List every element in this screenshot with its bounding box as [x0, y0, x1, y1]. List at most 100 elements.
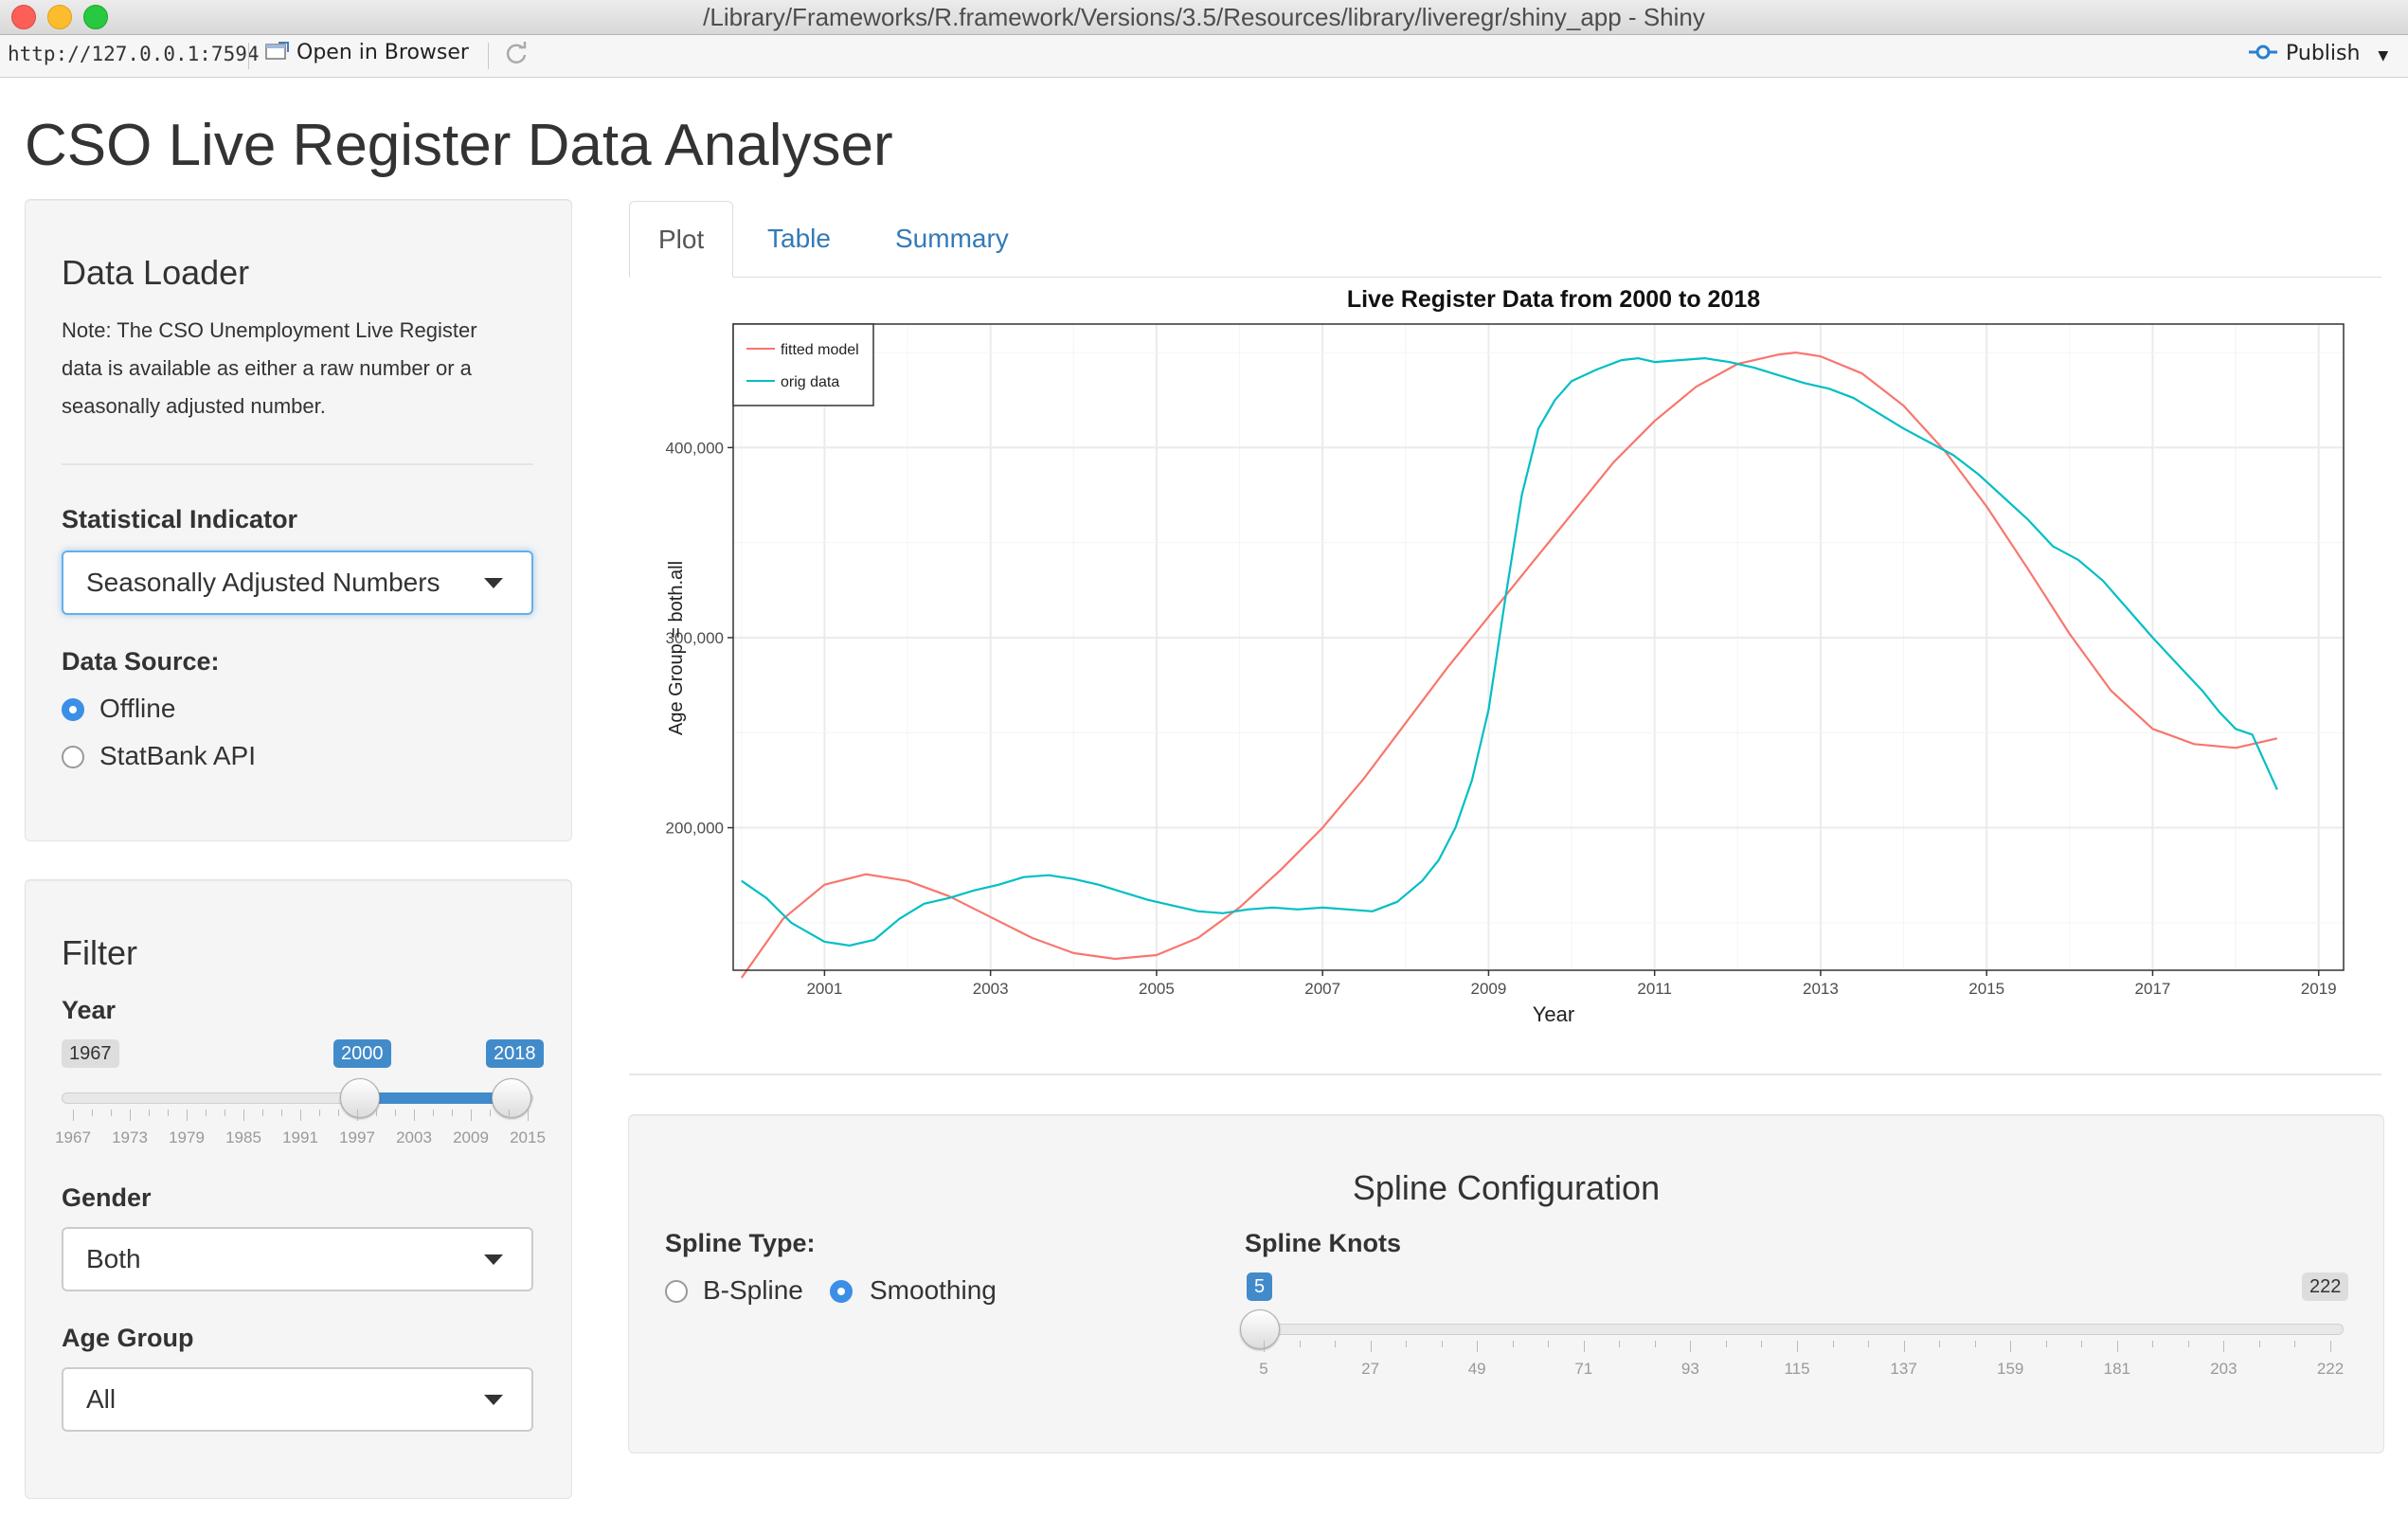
slider-tick: [471, 1110, 472, 1121]
publish-icon: [2249, 45, 2277, 60]
data-loader-title: Data Loader: [62, 253, 250, 292]
slider-tick-label: 1979: [169, 1128, 205, 1146]
slider-tick: [206, 1110, 207, 1116]
divider: [62, 463, 533, 465]
age-group-select[interactable]: All: [62, 1367, 533, 1432]
slider-tick: [92, 1110, 93, 1116]
radio-b-spline-label[interactable]: B-Spline: [703, 1275, 803, 1305]
slider-tick: [187, 1110, 188, 1121]
slider-tick: [168, 1110, 169, 1116]
y-tick-label: 400,000: [666, 439, 724, 457]
toolbar-divider: [488, 43, 489, 69]
year-from-handle[interactable]: [340, 1078, 380, 1118]
chart-legend: fitted model orig data: [732, 323, 874, 406]
browser-icon: [265, 42, 289, 60]
close-window-button[interactable]: [11, 5, 36, 29]
knots-handle[interactable]: [1240, 1309, 1280, 1349]
note-line: seasonally adjusted number.: [62, 394, 326, 418]
gender-select[interactable]: Both: [62, 1227, 533, 1291]
tab-plot[interactable]: Plot: [629, 201, 734, 278]
slider-tick: [1370, 1341, 1372, 1352]
slider-tick: [2223, 1341, 2225, 1352]
open-in-browser-button[interactable]: Open in Browser: [265, 41, 469, 64]
slider-tick: [1335, 1341, 1337, 1347]
radio-statbank-api[interactable]: [62, 746, 84, 768]
knots-slider-track[interactable]: [1245, 1324, 2344, 1335]
tab-table[interactable]: Table: [767, 224, 831, 253]
slider-tick: [2187, 1341, 2189, 1347]
data-source-label: Data Source:: [62, 647, 220, 676]
year-label: Year: [62, 996, 117, 1024]
zoom-window-button[interactable]: [83, 5, 108, 29]
line-chart: Live Register Data from 2000 to 2018 200…: [666, 286, 2345, 1026]
slider-tick-label: 115: [1784, 1360, 1810, 1378]
radio-offline-label[interactable]: Offline: [99, 694, 176, 723]
year-to-handle[interactable]: [492, 1078, 531, 1118]
slider-tick: [1690, 1341, 1692, 1352]
filter-panel: Filter Year 1967 2000 2018 1967 1973 1979 1…: [25, 879, 572, 1499]
slider-tick-label: 2003: [396, 1128, 432, 1146]
gender-value: Both: [86, 1244, 141, 1273]
radio-offline[interactable]: [62, 698, 84, 721]
slider-tick: [2010, 1341, 2012, 1352]
radio-smoothing-label[interactable]: Smoothing: [870, 1275, 997, 1305]
spline-type-label: Spline Type:: [665, 1229, 816, 1257]
open-in-browser-label: Open in Browser: [297, 41, 469, 64]
slider-tick: [395, 1110, 396, 1116]
minimize-window-button[interactable]: [47, 5, 72, 29]
slider-tick: [490, 1110, 491, 1116]
url-display: http://127.0.0.1:7594: [8, 43, 260, 65]
x-tick-label: 2013: [1803, 980, 1839, 998]
data-loader-panel: Data Loader Note: The CSO Unemployment L…: [25, 199, 572, 841]
slider-tick-label: 2009: [453, 1128, 489, 1146]
slider-tick: [433, 1110, 434, 1116]
chevron-down-icon: [484, 578, 503, 588]
statistical-indicator-select[interactable]: Seasonally Adjusted Numbers: [62, 550, 533, 615]
age-group-label: Age Group: [62, 1324, 194, 1352]
slider-tick-label: 1985: [225, 1128, 261, 1146]
slider-tick-label: 49: [1467, 1360, 1486, 1378]
x-tick-label: 2007: [1304, 980, 1340, 998]
slider-tick: [509, 1110, 510, 1116]
refresh-button[interactable]: [502, 40, 530, 74]
slider-tick: [1512, 1341, 1514, 1347]
slider-tick: [262, 1110, 263, 1116]
radio-b-spline[interactable]: [665, 1280, 688, 1303]
slider-tick: [338, 1110, 339, 1116]
spline-config-panel: Spline Configuration Spline Type: B-Spli…: [628, 1114, 2384, 1453]
chevron-down-icon[interactable]: ▼: [2378, 48, 2389, 63]
slider-tick: [1406, 1341, 1408, 1347]
slider-tick: [1264, 1341, 1265, 1352]
slider-tick: [376, 1110, 377, 1116]
slider-tick-label: 2015: [510, 1128, 546, 1146]
slider-tick: [1477, 1341, 1479, 1352]
y-tick-label: 300,000: [666, 629, 724, 647]
legend-label-fitted: fitted model: [781, 342, 859, 358]
publish-button[interactable]: Publish ▼: [2247, 41, 2388, 65]
radio-smoothing[interactable]: [830, 1280, 853, 1303]
divider: [629, 1074, 2381, 1075]
slider-tick-label: 1997: [339, 1128, 375, 1146]
chevron-down-icon: [484, 1395, 503, 1405]
gender-label: Gender: [62, 1183, 152, 1212]
legend-box: [732, 323, 874, 406]
slider-tick-label: 5: [1259, 1360, 1268, 1378]
slider-tick: [281, 1110, 282, 1116]
knots-value-badge: 5: [1247, 1272, 1273, 1301]
knots-max-badge: 222: [2302, 1272, 2349, 1301]
x-tick-label: 2011: [1637, 980, 1672, 998]
slider-tick: [1939, 1341, 1941, 1347]
slider-tick: [130, 1110, 131, 1121]
slider-tick: [1619, 1341, 1621, 1347]
age-group-value: All: [86, 1384, 117, 1414]
tab-summary[interactable]: Summary: [895, 224, 1009, 253]
spline-knots-label: Spline Knots: [1245, 1229, 1402, 1257]
radio-statbank-api-label[interactable]: StatBank API: [99, 741, 256, 770]
note-line: Note: The CSO Unemployment Live Register: [62, 318, 477, 342]
slider-tick: [1868, 1341, 1870, 1347]
slider-tick: [414, 1110, 415, 1121]
slider-tick-label: 137: [1890, 1360, 1917, 1378]
page-title: CSO Live Register Data Analyser: [25, 113, 893, 178]
slider-tick: [1725, 1341, 1727, 1347]
slider-tick-label: 1973: [112, 1128, 148, 1146]
